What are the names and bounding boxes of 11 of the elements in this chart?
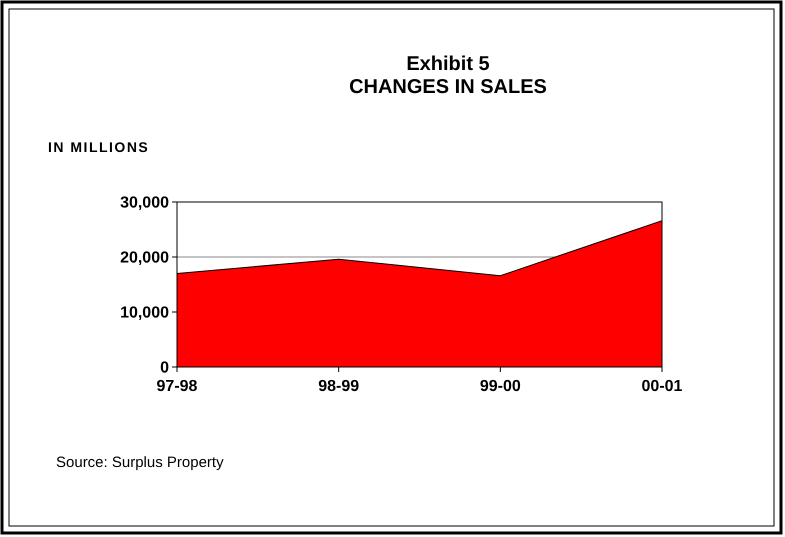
x-tick-label: 98-99 xyxy=(318,378,360,395)
y-axis-title: IN MILLIONS xyxy=(48,139,150,155)
x-tick-label: 99-00 xyxy=(480,378,521,395)
x-tick-label: 00-01 xyxy=(642,378,683,395)
y-tick-label: 20,000 xyxy=(120,250,170,267)
x-tick-label: 97-98 xyxy=(156,378,198,395)
y-tick-label: 10,000 xyxy=(120,304,170,322)
y-tick-label: 30,000 xyxy=(120,194,170,212)
source-note: Source: Surplus Property xyxy=(56,454,224,471)
y-tick-label: 0 xyxy=(160,360,170,377)
chart-title: Exhibit 5 CHANGES IN SALES xyxy=(349,53,547,98)
